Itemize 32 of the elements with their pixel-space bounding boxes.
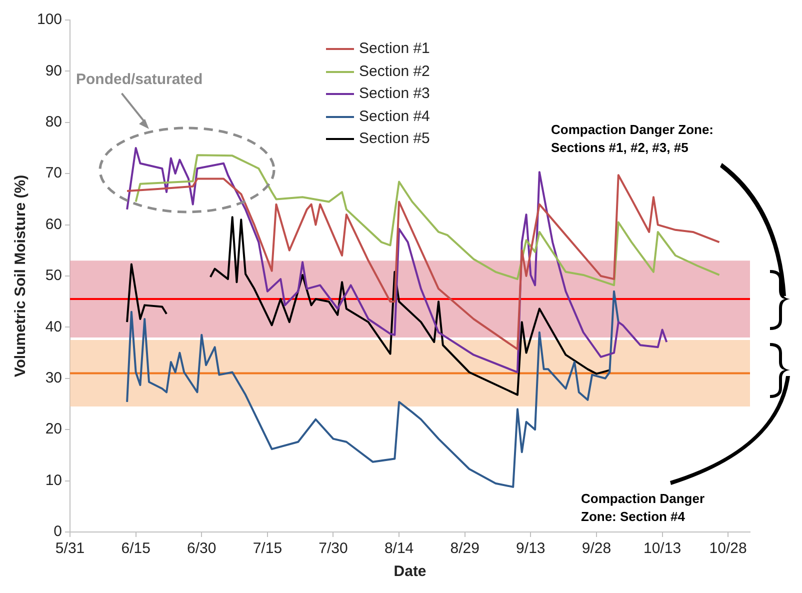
- x-tick-label: 6/15: [121, 540, 150, 558]
- x-tick-label: 5/31: [55, 540, 85, 558]
- y-tick-label: 30: [45, 370, 62, 387]
- y-tick-label: 40: [45, 318, 62, 336]
- y-tick-label: 80: [45, 114, 62, 131]
- y-tick-label: 0: [54, 523, 62, 540]
- annotation: Ponded/saturated: [76, 71, 204, 89]
- x-tick-label: 8/14: [384, 540, 414, 558]
- x-tick-label: 6/30: [187, 540, 216, 558]
- x-tick-label: 8/29: [450, 540, 480, 558]
- y-tick-label: 60: [45, 216, 62, 233]
- x-tick-label: 10/28: [709, 540, 747, 558]
- x-tick-label: 7/30: [318, 540, 348, 558]
- annotation: Compaction Danger Zone: Section #4: [581, 490, 706, 526]
- y-tick-label: 90: [45, 62, 62, 80]
- x-tick-label: 7/15: [252, 540, 282, 558]
- annotation: Compaction Danger Zone: Sections #1, #2, #3, #5: [551, 121, 715, 157]
- legend-label: Section #1: [359, 39, 430, 59]
- x-tick-label: 9/28: [582, 540, 612, 558]
- x-tick-label: 9/13: [516, 540, 546, 558]
- y-tick-label: 10: [45, 472, 62, 489]
- legend-label: Section #2: [359, 62, 430, 82]
- y-tick-label: 100: [36, 11, 62, 28]
- x-axis-title: Date: [394, 563, 426, 580]
- y-tick-label: 20: [45, 420, 62, 438]
- legend-label: Section #5: [359, 129, 430, 149]
- x-tick-label: 10/13: [643, 540, 682, 558]
- legend-label: Section #4: [359, 106, 430, 126]
- legend-label: Section #3: [359, 84, 430, 104]
- y-tick-label: 70: [45, 164, 62, 182]
- y-tick-label: 50: [45, 267, 62, 284]
- y-axis-title: Volumetric Soil Moisture (%): [12, 174, 30, 378]
